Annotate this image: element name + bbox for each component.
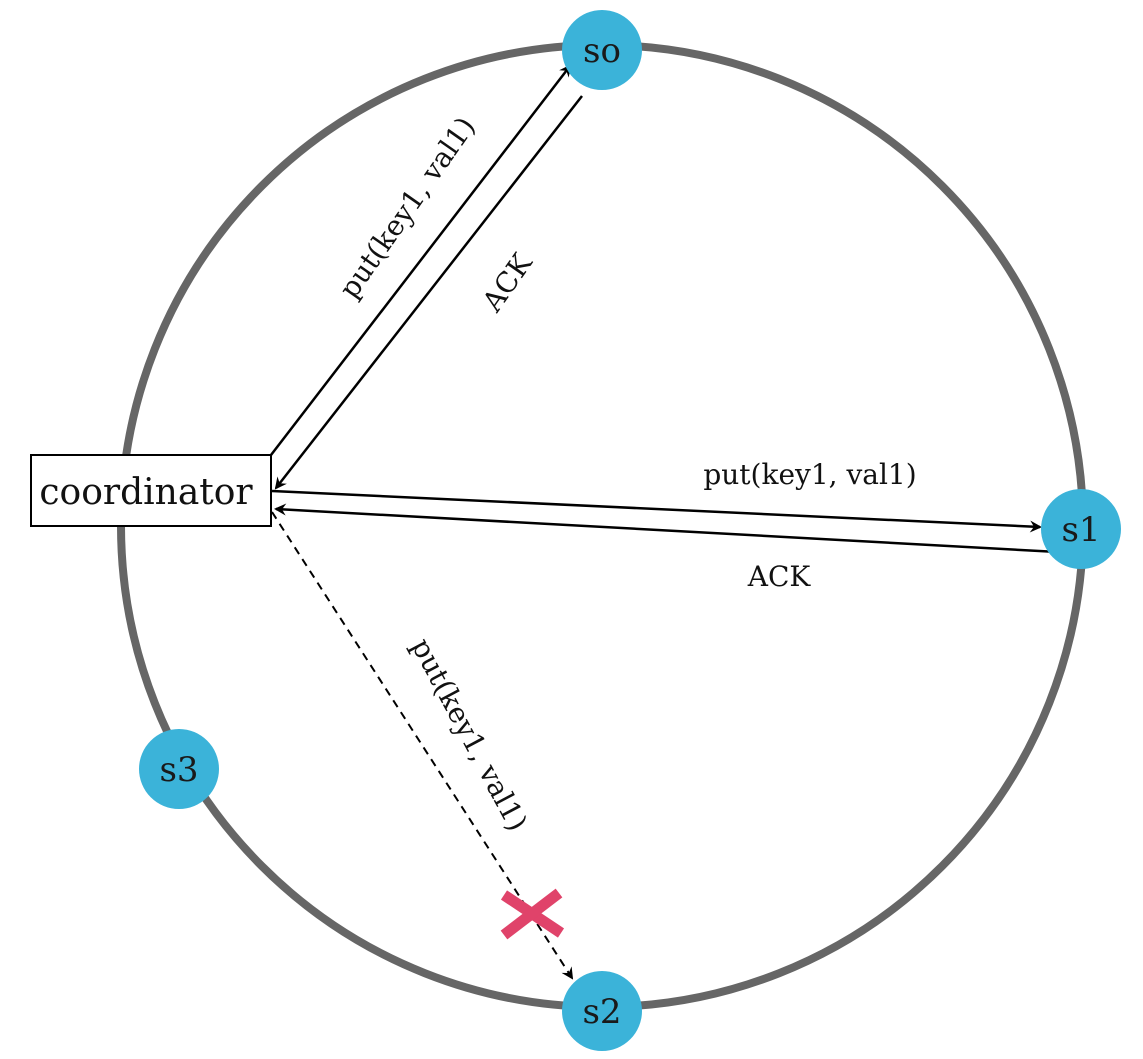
server-label-s1: s1 [1061, 510, 1100, 550]
ack-arrow-s1 [274, 503, 1059, 554]
put-label-s1: put(key1, val1) [703, 458, 916, 491]
server-node-s2: s2 [562, 971, 642, 1051]
failure-x-icon [500, 888, 565, 940]
server-node-s1: s1 [1041, 489, 1121, 569]
server-label-s3: s3 [159, 750, 198, 790]
put-label-s2: put(key1, val1) [405, 633, 534, 837]
put-arrow-s1 [271, 489, 1042, 533]
server-node-s0: so [562, 10, 642, 90]
ack-label-s0: ACK [475, 247, 539, 319]
coordinator-label: coordinator [39, 472, 253, 513]
server-label-s0: so [583, 31, 621, 71]
server-label-s2: s2 [582, 992, 621, 1032]
server-node-s3: s3 [139, 729, 219, 809]
ack-arrow-s0 [274, 95, 583, 490]
put-arrow-s0 [270, 64, 572, 456]
ack-label-s1: ACK [747, 560, 812, 593]
put-label-s0: put(key1, val1) [333, 111, 482, 305]
coordinator-node: coordinator [30, 454, 272, 527]
